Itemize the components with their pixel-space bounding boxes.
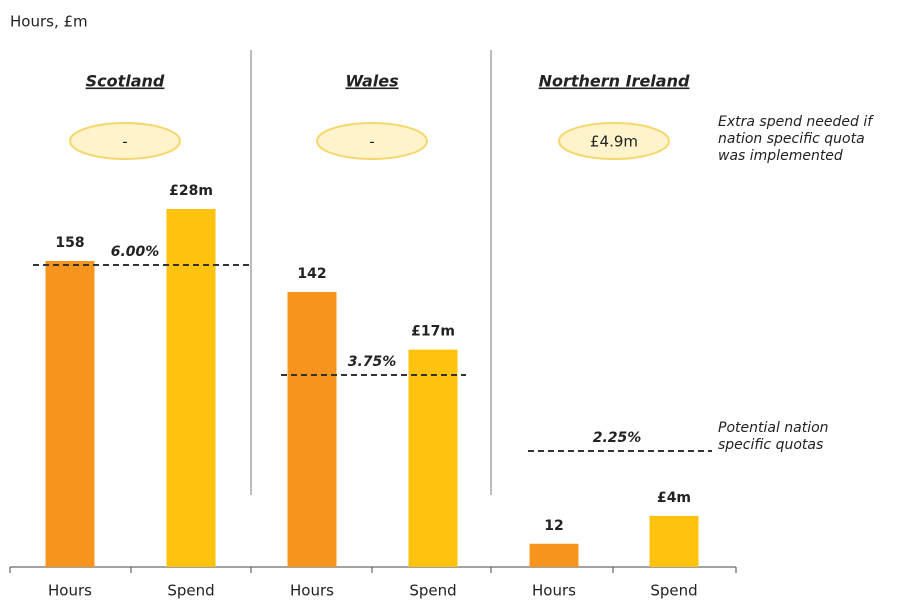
bar <box>529 543 579 567</box>
value-label: £17m <box>411 324 455 340</box>
x-tick-label: Spend <box>650 582 697 600</box>
x-tick-label: Hours <box>48 582 92 600</box>
group-title: Northern Ireland <box>539 72 690 91</box>
extra-spend-badge <box>316 122 428 160</box>
bar <box>45 261 95 567</box>
group-title: Scotland <box>86 72 165 91</box>
value-label: 158 <box>55 235 84 251</box>
value-label: £4m <box>657 490 691 506</box>
value-label: £28m <box>169 183 213 199</box>
x-tick-label: Spend <box>409 582 456 600</box>
quota-label: 6.00% <box>111 244 160 260</box>
extra-spend: £4.9m <box>590 133 638 151</box>
x-tick-label: Spend <box>167 582 214 600</box>
extra-spend-badge <box>69 122 181 160</box>
x-tick-label: Hours <box>290 582 334 600</box>
note: Extra spend needed if <box>718 114 874 130</box>
quota-label: 3.75% <box>348 354 397 370</box>
extra-spend-badge <box>558 122 670 160</box>
bar <box>166 209 216 567</box>
extra-spend: - <box>369 133 374 151</box>
value-label: 142 <box>297 266 326 282</box>
group-title: Wales <box>345 72 398 91</box>
bar <box>408 349 458 567</box>
note: nation specific quota <box>718 131 865 147</box>
bar <box>287 291 337 567</box>
bar <box>649 515 699 567</box>
extra-spend: - <box>122 133 127 151</box>
note: Potential nation <box>718 420 829 436</box>
note: was implemented <box>718 148 843 164</box>
note: specific quotas <box>718 437 823 453</box>
y-label: Hours, £m <box>10 13 88 31</box>
x-tick-label: Hours <box>532 582 576 600</box>
quota-label: 2.25% <box>593 430 642 446</box>
value-label: 12 <box>544 518 563 534</box>
